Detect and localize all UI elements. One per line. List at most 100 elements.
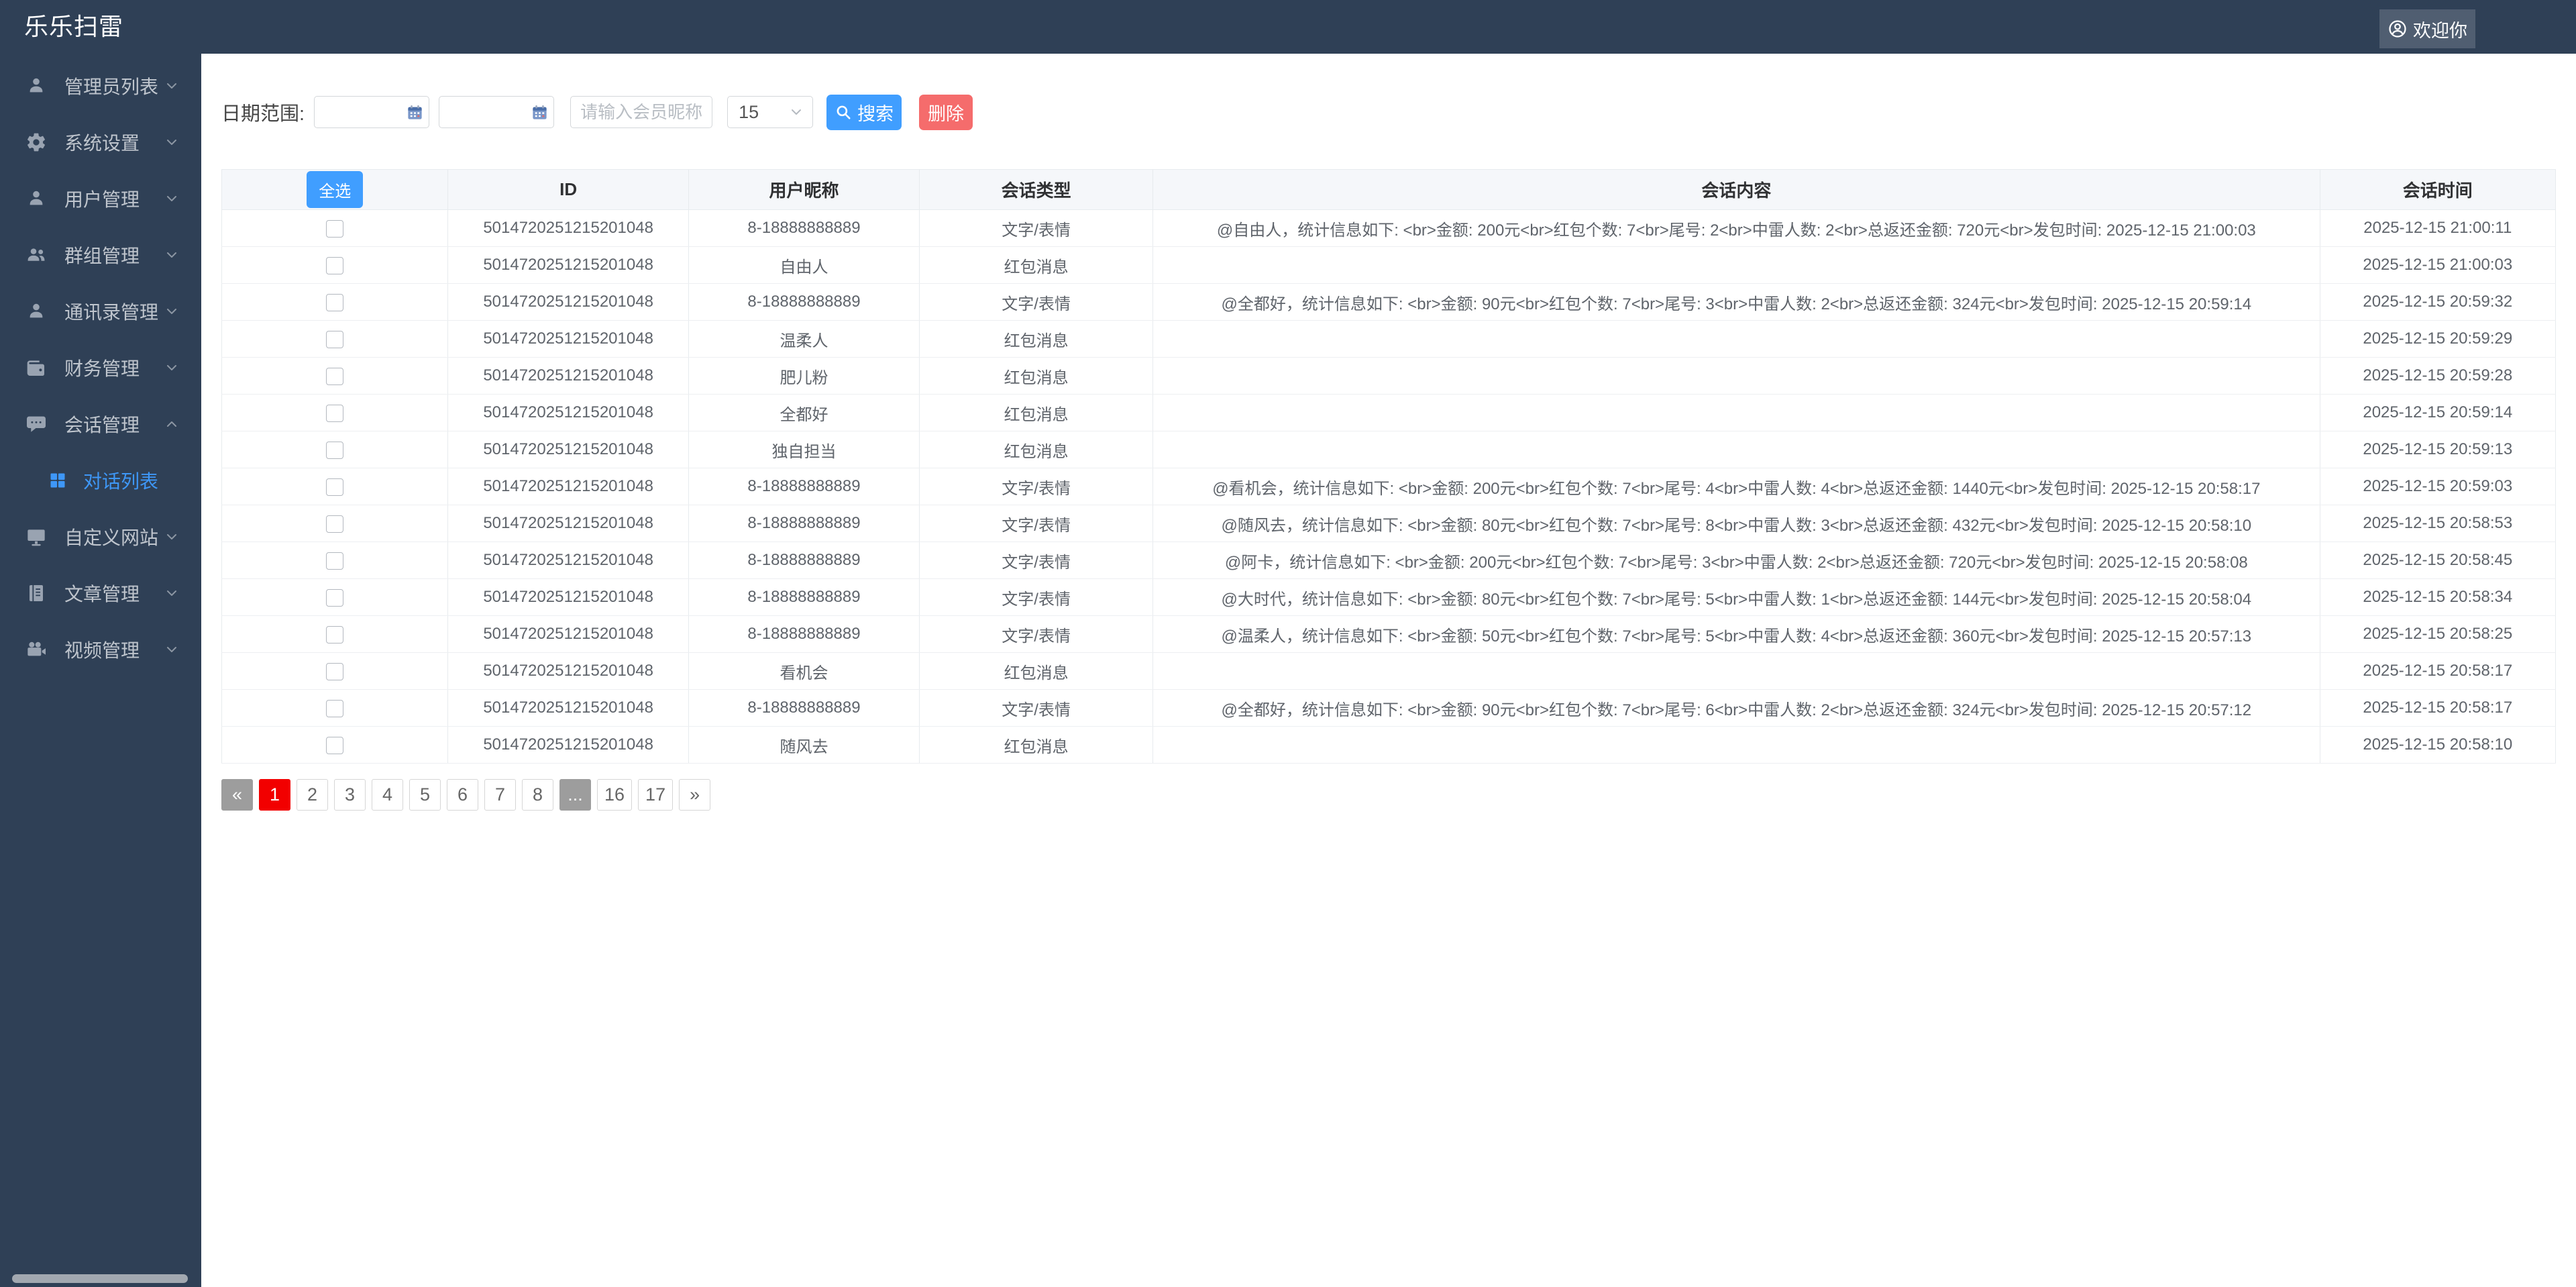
sidebar-item-admin-list[interactable]: 管理员列表 <box>0 58 201 114</box>
row-content <box>1152 431 2320 468</box>
page-button-7[interactable]: 7 <box>484 779 516 811</box>
sidebar-item-article-management[interactable]: 文章管理 <box>0 565 201 621</box>
row-id: 5014720251215201048 <box>447 578 689 616</box>
chevron-down-icon <box>164 134 180 150</box>
row-checkbox[interactable] <box>326 736 344 754</box>
chevron-down-icon <box>788 104 804 120</box>
row-checkbox[interactable] <box>326 219 344 238</box>
row-content: @看机会，统计信息如下: <br>金额: 200元<br>红包个数: 7<br>… <box>1152 468 2320 505</box>
row-checkbox[interactable] <box>326 404 344 422</box>
row-nickname: 8-18888888889 <box>688 689 920 727</box>
table-row: 5014720251215201048 看机会 红包消息 2025-12-15 20:… <box>221 652 2557 690</box>
next-page-button[interactable]: » <box>679 779 711 811</box>
row-checkbox-cell <box>221 505 449 542</box>
row-checkbox[interactable] <box>326 625 344 644</box>
row-nickname: 看机会 <box>688 652 920 690</box>
page-button-3[interactable]: 3 <box>334 779 366 811</box>
sidebar-menu: 管理员列表系统设置用户管理 群组管理 通讯录管理财务管理会话管理对话列表自定义网站文… <box>0 54 201 678</box>
col-header-type: 会话类型 <box>919 169 1154 210</box>
select-all-button[interactable]: 全选 <box>307 171 364 208</box>
row-nickname: 8-18888888889 <box>688 209 920 247</box>
row-type: 文字/表情 <box>919 615 1154 653</box>
row-time: 2025-12-15 20:58:45 <box>2319 542 2557 579</box>
sidebar-scrollbar[interactable] <box>12 1274 188 1283</box>
sidebar-item-video-management[interactable]: 视频管理 <box>0 621 201 678</box>
user-icon <box>25 75 47 97</box>
chevron-down-icon <box>164 585 180 601</box>
row-checkbox[interactable] <box>326 588 344 607</box>
date-end-input[interactable] <box>439 96 555 128</box>
chevron-down-icon <box>164 78 180 94</box>
row-checkbox-cell <box>221 431 449 468</box>
table-row: 5014720251215201048 8-18888888889 文字/表情 @大时… <box>221 578 2557 616</box>
page-button-4[interactable]: 4 <box>372 779 403 811</box>
table-row: 5014720251215201048 随风去 红包消息 2025-12-15 20:… <box>221 726 2557 764</box>
row-checkbox[interactable] <box>326 478 344 496</box>
row-content <box>1152 652 2320 690</box>
row-content <box>1152 726 2320 764</box>
table-row: 5014720251215201048 8-18888888889 文字/表情 @自由… <box>221 209 2557 247</box>
delete-button-label: 删除 <box>928 103 965 124</box>
table-row: 5014720251215201048 8-18888888889 文字/表情 @随风… <box>221 505 2557 542</box>
row-checkbox[interactable] <box>326 441 344 459</box>
main-content: 日期范围: 15 搜索 删除 全选 <box>201 54 2576 1287</box>
page-size-select[interactable]: 15 <box>727 96 814 128</box>
row-time: 2025-12-15 20:59:29 <box>2319 320 2557 358</box>
sidebar-item-system-settings[interactable]: 系统设置 <box>0 114 201 170</box>
row-checkbox[interactable] <box>326 552 344 570</box>
book-icon <box>25 582 47 604</box>
pagination-ellipsis[interactable]: ... <box>559 779 591 811</box>
row-checkbox[interactable] <box>326 515 344 533</box>
page-button-1[interactable]: 1 <box>259 779 290 811</box>
sidebar-item-group-management[interactable]: 群组管理 <box>0 227 201 283</box>
sidebar-item-label: 财务管理 <box>64 358 140 379</box>
grid-icon <box>48 471 67 490</box>
row-nickname: 温柔人 <box>688 320 920 358</box>
row-nickname: 8-18888888889 <box>688 615 920 653</box>
delete-button[interactable]: 删除 <box>919 94 973 130</box>
sidebar-item-user-management[interactable]: 用户管理 <box>0 170 201 227</box>
conversation-table: 全选 ID 用户昵称 会话类型 会话内容 会话时间 50147202512152… <box>221 169 2557 764</box>
row-checkbox-cell <box>221 652 449 690</box>
users-icon <box>25 244 47 266</box>
sidebar-item-label: 自定义网站 <box>64 527 159 548</box>
row-id: 5014720251215201048 <box>447 652 689 690</box>
search-button[interactable]: 搜索 <box>826 94 902 130</box>
sidebar-item-session-management[interactable]: 会话管理 <box>0 396 201 452</box>
row-checkbox[interactable] <box>326 699 344 717</box>
sidebar-item-label: 系统设置 <box>64 133 140 154</box>
row-checkbox[interactable] <box>326 256 344 274</box>
prev-page-button[interactable]: « <box>221 779 253 811</box>
welcome-text: 欢迎你 <box>2413 20 2467 41</box>
row-checkbox[interactable] <box>326 330 344 348</box>
chevron-down-icon <box>164 191 180 207</box>
chevron-down-icon <box>164 529 180 545</box>
page-button-8[interactable]: 8 <box>522 779 553 811</box>
sidebar-item-label: 会话管理 <box>64 415 140 435</box>
row-nickname: 8-18888888889 <box>688 505 920 542</box>
page-button-6[interactable]: 6 <box>447 779 478 811</box>
sidebar-item-finance-management[interactable]: 财务管理 <box>0 340 201 396</box>
sidebar-item-contacts-management[interactable]: 通讯录管理 <box>0 283 201 340</box>
table-row: 5014720251215201048 8-18888888889 文字/表情 @温柔… <box>221 615 2557 653</box>
welcome-badge[interactable]: 欢迎你 <box>2379 9 2475 48</box>
nickname-search-input[interactable] <box>570 96 713 128</box>
sidebar-item-custom-website[interactable]: 自定义网站 <box>0 509 201 565</box>
row-checkbox[interactable] <box>326 293 344 311</box>
calendar-icon[interactable] <box>531 103 549 121</box>
row-checkbox[interactable] <box>326 662 344 680</box>
row-content <box>1152 394 2320 431</box>
calendar-icon[interactable] <box>406 103 424 121</box>
col-header-content: 会话内容 <box>1152 169 2320 210</box>
row-nickname: 8-18888888889 <box>688 283 920 321</box>
page-button-5[interactable]: 5 <box>409 779 441 811</box>
page-button-17[interactable]: 17 <box>638 779 674 811</box>
sidebar-subitem-dialog-list[interactable]: 对话列表 <box>0 452 201 509</box>
row-checkbox[interactable] <box>326 367 344 385</box>
page-button-16[interactable]: 16 <box>597 779 633 811</box>
row-id: 5014720251215201048 <box>447 505 689 542</box>
chevron-up-icon <box>164 416 180 432</box>
page-button-2[interactable]: 2 <box>297 779 328 811</box>
row-checkbox-cell <box>221 357 449 395</box>
date-start-input[interactable] <box>314 96 430 128</box>
